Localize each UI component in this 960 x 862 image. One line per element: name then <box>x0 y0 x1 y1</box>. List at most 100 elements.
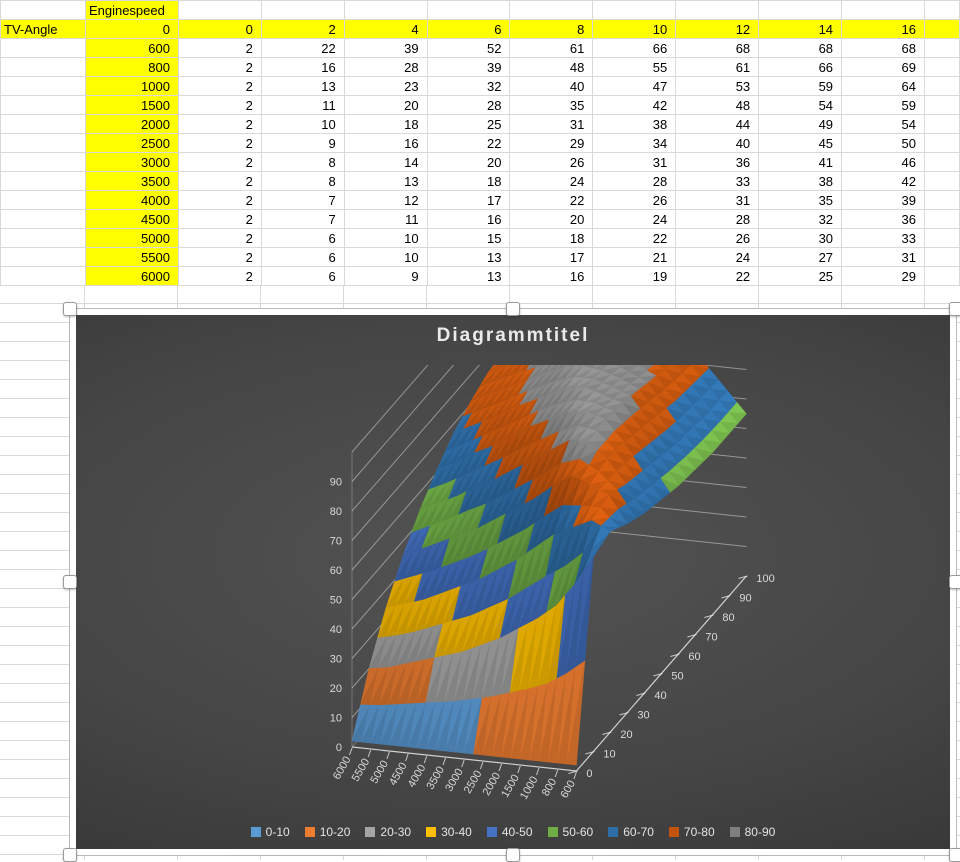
value-cell[interactable]: 24 <box>675 247 760 267</box>
depth-axis-label[interactable]: 70 <box>705 632 717 644</box>
value-cell[interactable]: 27 <box>758 247 843 267</box>
cell-a1[interactable] <box>0 0 86 20</box>
value-cell[interactable]: 25 <box>758 266 843 286</box>
value-cell[interactable]: 53 <box>675 76 760 96</box>
legend-item[interactable]: 40-50 <box>486 825 533 839</box>
legend-item[interactable]: 80-90 <box>729 825 775 839</box>
value-cell[interactable]: 13 <box>426 247 511 267</box>
value-cell[interactable]: 40 <box>675 133 760 153</box>
selection-handle-corner-nw[interactable] <box>63 302 77 316</box>
value-cell[interactable]: 9 <box>260 133 345 153</box>
speed-row-header[interactable]: 1000 <box>84 76 179 96</box>
value-cell[interactable]: 18 <box>509 228 594 248</box>
angle-col-header[interactable]: 6 <box>426 19 511 39</box>
value-cell[interactable]: 6 <box>260 228 345 248</box>
legend-item[interactable]: 30-40 <box>426 825 472 839</box>
cell[interactable] <box>923 152 960 172</box>
cell[interactable] <box>0 190 86 210</box>
value-cell[interactable]: 2 <box>177 190 262 210</box>
value-cell[interactable]: 31 <box>675 190 760 210</box>
value-cell[interactable]: 11 <box>343 209 428 229</box>
value-cell[interactable]: 35 <box>758 190 843 210</box>
value-cell[interactable]: 54 <box>841 114 925 134</box>
value-axis-label[interactable]: 80 <box>330 506 342 518</box>
value-cell[interactable]: 6 <box>260 247 345 267</box>
cell[interactable] <box>841 0 925 20</box>
value-cell[interactable]: 48 <box>675 95 760 115</box>
value-cell[interactable]: 10 <box>343 228 428 248</box>
value-cell[interactable]: 35 <box>509 95 594 115</box>
depth-axis-label[interactable]: 0 <box>586 768 592 780</box>
depth-axis-label[interactable]: 30 <box>637 710 649 722</box>
value-cell[interactable]: 31 <box>592 152 677 172</box>
speed-row-header[interactable]: 4000 <box>84 190 179 210</box>
value-cell[interactable]: 22 <box>675 266 760 286</box>
cell[interactable] <box>923 19 960 39</box>
value-cell[interactable]: 18 <box>426 171 511 191</box>
value-cell[interactable]: 22 <box>592 228 677 248</box>
depth-axis-label[interactable]: 10 <box>603 749 615 761</box>
value-cell[interactable]: 16 <box>509 266 594 286</box>
legend-item[interactable]: 50-60 <box>547 825 593 839</box>
value-cell[interactable]: 32 <box>426 76 511 96</box>
angle-col-header[interactable]: 12 <box>675 19 760 39</box>
depth-axis-label[interactable]: 40 <box>654 690 666 702</box>
angle-col-header[interactable]: 4 <box>343 19 428 39</box>
value-cell[interactable]: 2 <box>177 266 262 286</box>
value-cell[interactable]: 38 <box>592 114 677 134</box>
value-cell[interactable]: 2 <box>177 76 262 96</box>
value-cell[interactable]: 2 <box>177 152 262 172</box>
value-cell[interactable]: 7 <box>260 190 345 210</box>
value-axis-label[interactable]: 30 <box>330 654 342 666</box>
value-cell[interactable]: 32 <box>758 209 843 229</box>
cell[interactable] <box>923 247 960 267</box>
cell[interactable] <box>592 0 677 20</box>
value-cell[interactable]: 45 <box>758 133 843 153</box>
cell[interactable] <box>923 114 960 134</box>
value-cell[interactable]: 66 <box>592 38 677 58</box>
value-cell[interactable]: 28 <box>675 209 760 229</box>
value-cell[interactable]: 16 <box>343 133 428 153</box>
selection-handle-edge-n[interactable] <box>506 302 520 316</box>
value-cell[interactable]: 29 <box>841 266 925 286</box>
value-cell[interactable]: 47 <box>592 76 677 96</box>
value-cell[interactable]: 2 <box>177 95 262 115</box>
value-axis-label[interactable]: 0 <box>336 742 342 754</box>
value-cell[interactable]: 61 <box>509 38 594 58</box>
value-cell[interactable]: 48 <box>509 57 594 77</box>
value-cell[interactable]: 2 <box>177 247 262 267</box>
value-cell[interactable]: 28 <box>426 95 511 115</box>
value-cell[interactable]: 31 <box>509 114 594 134</box>
value-cell[interactable]: 68 <box>675 38 760 58</box>
value-cell[interactable]: 12 <box>343 190 428 210</box>
value-cell[interactable]: 13 <box>426 266 511 286</box>
chart-object-frame[interactable]: Diagrammtitel 0 10 20 30 40 50 60 70 80 90 0 10 20 30… <box>63 302 960 862</box>
value-cell[interactable]: 28 <box>592 171 677 191</box>
value-cell[interactable]: 14 <box>343 152 428 172</box>
speed-row-header[interactable]: 4500 <box>84 209 179 229</box>
value-axis-label[interactable]: 60 <box>330 565 342 577</box>
cell[interactable] <box>923 133 960 153</box>
value-cell[interactable]: 42 <box>841 171 925 191</box>
value-cell[interactable]: 39 <box>841 190 925 210</box>
value-cell[interactable]: 19 <box>592 266 677 286</box>
value-cell[interactable]: 59 <box>758 76 843 96</box>
cell[interactable] <box>426 0 511 20</box>
value-cell[interactable]: 21 <box>592 247 677 267</box>
chart-title[interactable]: Diagrammtitel <box>436 325 590 346</box>
category-axis-label[interactable]: 800 <box>540 777 560 799</box>
value-cell[interactable]: 68 <box>841 38 925 58</box>
cell[interactable] <box>923 38 960 58</box>
cell[interactable] <box>0 171 86 191</box>
speed-row-header[interactable]: 6000 <box>84 266 179 286</box>
value-cell[interactable]: 2 <box>177 57 262 77</box>
cell[interactable] <box>0 228 86 248</box>
surface-mesh[interactable] <box>351 315 747 766</box>
legend-item[interactable]: 60-70 <box>608 825 654 839</box>
value-cell[interactable]: 39 <box>426 57 511 77</box>
cell[interactable] <box>0 152 86 172</box>
value-cell[interactable]: 66 <box>758 57 843 77</box>
selection-handle-edge-w[interactable] <box>63 575 77 589</box>
cell[interactable] <box>923 266 960 286</box>
value-cell[interactable]: 33 <box>841 228 925 248</box>
